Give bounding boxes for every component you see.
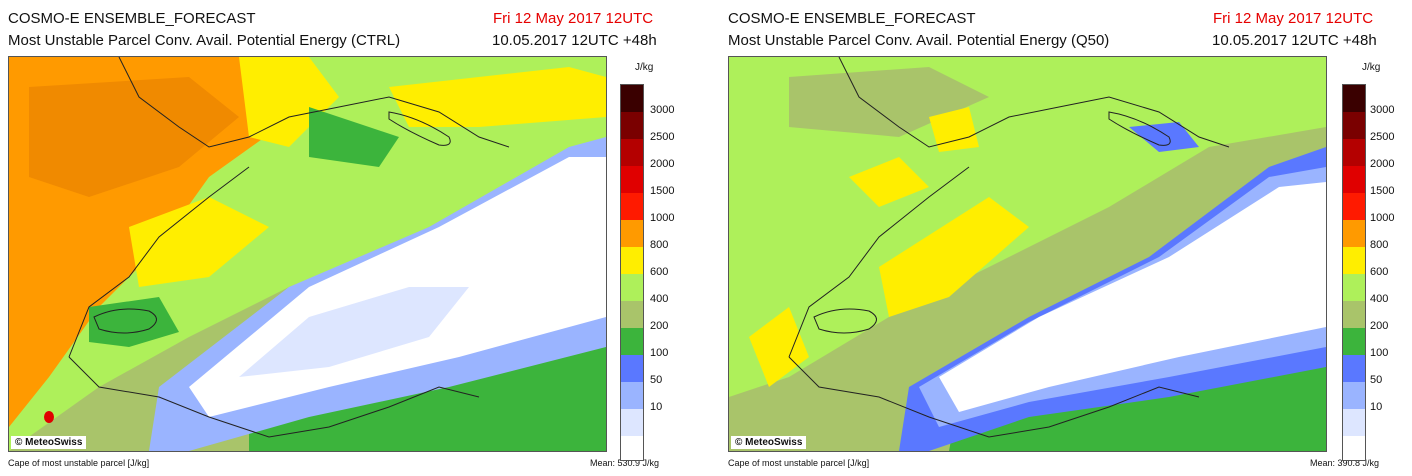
valid-time: Fri 12 May 2017 12UTC: [1213, 10, 1374, 27]
colorbar-label: 800: [650, 239, 669, 251]
colorbar-swatch: [1343, 301, 1365, 328]
colorbar-label: 3000: [1370, 104, 1395, 116]
map-canvas: [9, 57, 606, 451]
colorbar-swatch: [621, 355, 643, 382]
footer-mean: Mean: 530.9 J/kg: [590, 458, 660, 468]
colorbar-label: 200: [650, 320, 669, 332]
colorbar-label: 1000: [650, 212, 675, 224]
colorbar-swatch: [621, 112, 643, 139]
run-time: 10.05.2017 12UTC +48h: [492, 32, 657, 49]
map-canvas: [729, 57, 1326, 451]
colorbar-swatch: [1343, 220, 1365, 247]
colorbar-swatch: [621, 193, 643, 220]
colorbar-label: 50: [650, 374, 663, 386]
colorbar-swatch: [1343, 112, 1365, 139]
panel-title: COSMO-E ENSEMBLE_FORECAST: [8, 10, 256, 27]
colorbar-swatch: [621, 274, 643, 301]
colorbar-label: 10: [650, 401, 663, 413]
cape-map-q50[interactable]: © MeteoSwiss: [728, 56, 1327, 452]
copyright-label: © MeteoSwiss: [731, 436, 807, 449]
colorbar-label: 1000: [1370, 212, 1395, 224]
colorbar-unit: J/kg: [635, 62, 654, 73]
colorbar-swatch: [1343, 85, 1365, 112]
colorbar-swatch: [1343, 382, 1365, 409]
colorbar-label: 600: [1370, 266, 1389, 278]
colorbar-label: 1500: [650, 185, 675, 197]
colorbar-swatch: [1343, 193, 1365, 220]
footer-variable: Cape of most unstable parcel [J/kg]: [8, 458, 150, 468]
colorbar-swatch: [1343, 409, 1365, 436]
colorbar-label: 400: [650, 293, 669, 305]
colorbar-swatch: [621, 328, 643, 355]
panel-subtitle: Most Unstable Parcel Conv. Avail. Potent…: [728, 32, 1110, 49]
colorbar-swatch: [621, 382, 643, 409]
copyright-label: © MeteoSwiss: [11, 436, 87, 449]
colorbar-swatch: [1343, 166, 1365, 193]
colorbar-unit: J/kg: [1362, 62, 1381, 73]
valid-time: Fri 12 May 2017 12UTC: [493, 10, 654, 27]
colorbar-label: 800: [1370, 239, 1389, 251]
colorbar-label: 2000: [650, 158, 675, 170]
colorbar-label: 100: [1370, 347, 1389, 359]
colorbar-swatch: [621, 436, 643, 460]
colorbar-label: 400: [1370, 293, 1389, 305]
colorbar-label: 2000: [1370, 158, 1395, 170]
colorbar-swatch: [621, 85, 643, 112]
colorbar-swatch: [621, 409, 643, 436]
colorbar-label: 2500: [650, 131, 675, 143]
colorbar-swatch: [621, 220, 643, 247]
colorbar-swatch: [1343, 247, 1365, 274]
run-time: 10.05.2017 12UTC +48h: [1212, 32, 1377, 49]
panel-subtitle: Most Unstable Parcel Conv. Avail. Potent…: [8, 32, 401, 49]
colorbar: [1342, 84, 1366, 461]
footer-mean: Mean: 390.8 J/kg: [1310, 458, 1380, 468]
colorbar-swatch: [1343, 355, 1365, 382]
colorbar-label: 10: [1370, 401, 1383, 413]
colorbar-swatch: [621, 139, 643, 166]
colorbar-label: 600: [650, 266, 669, 278]
footer-variable: Cape of most unstable parcel [J/kg]: [728, 458, 870, 468]
cape-map-ctrl[interactable]: © MeteoSwiss: [8, 56, 607, 452]
colorbar-label: 3000: [650, 104, 675, 116]
colorbar-label: 100: [650, 347, 669, 359]
colorbar-label: 2500: [1370, 131, 1395, 143]
colorbar-swatch: [1343, 274, 1365, 301]
colorbar-label: 1500: [1370, 185, 1395, 197]
colorbar: [620, 84, 644, 461]
panel-q50: COSMO-E ENSEMBLE_FORECAST Most Unstable …: [720, 0, 1412, 476]
colorbar-swatch: [1343, 328, 1365, 355]
colorbar-swatch: [1343, 139, 1365, 166]
colorbar-swatch: [621, 301, 643, 328]
colorbar-swatch: [621, 247, 643, 274]
colorbar-label: 50: [1370, 374, 1383, 386]
panel-title: COSMO-E ENSEMBLE_FORECAST: [728, 10, 976, 27]
colorbar-swatch: [1343, 436, 1365, 460]
colorbar-label: 200: [1370, 320, 1389, 332]
colorbar-swatch: [621, 166, 643, 193]
panel-ctrl: COSMO-E ENSEMBLE_FORECAST Most Unstable …: [0, 0, 700, 476]
